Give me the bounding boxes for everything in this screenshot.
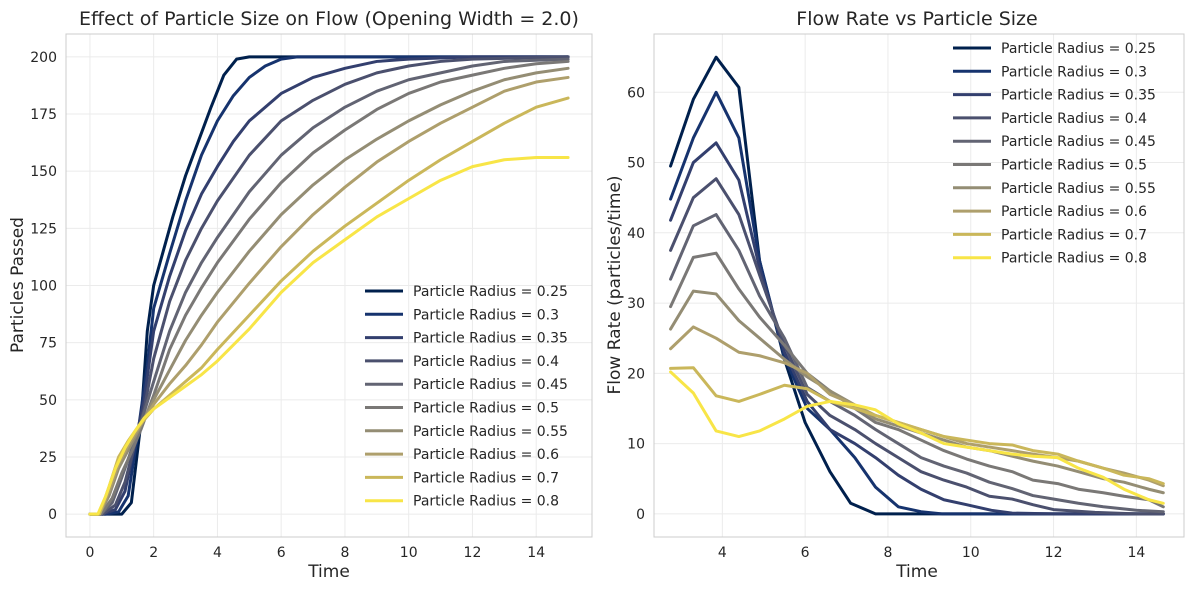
legend-label: Particle Radius = 0.7 — [413, 470, 559, 486]
series-line — [88, 66, 570, 516]
legend-label: Particle Radius = 0.25 — [1001, 41, 1156, 57]
y-tick-label: 50 — [627, 156, 645, 172]
x-tick-label: 2 — [149, 545, 158, 561]
series-line — [669, 366, 1165, 486]
series-line — [669, 177, 1165, 516]
x-axis-label: Time — [307, 562, 350, 582]
legend-label: Particle Radius = 0.5 — [413, 401, 559, 417]
y-tick-label: 10 — [627, 437, 645, 453]
legend-label: Particle Radius = 0.8 — [413, 494, 559, 510]
plot-frame — [653, 33, 1185, 538]
series-line — [669, 141, 1165, 516]
y-tick-label: 200 — [30, 50, 57, 66]
series-line — [88, 155, 570, 516]
y-tick-label: 25 — [39, 450, 57, 466]
series-line — [669, 251, 1165, 509]
y-tick-label: 20 — [627, 366, 645, 382]
y-axis-label: Flow Rate (particles/time) — [605, 176, 625, 395]
series-line — [88, 55, 570, 516]
y-tick-label: 100 — [30, 279, 57, 295]
chart-title: Flow Rate vs Particle Size — [796, 8, 1037, 30]
series-line — [669, 213, 1165, 514]
x-tick-label: 4 — [718, 545, 727, 561]
legend: Particle Radius = 0.25 Particle Radius = … — [953, 41, 1156, 267]
legend-label: Particle Radius = 0.35 — [1001, 88, 1156, 104]
chart-flow-rate: Flow Rate vs Particle Size 4 6 8 10 12 14 0 10 2… — [605, 8, 1185, 582]
legend-label: Particle Radius = 0.6 — [1001, 204, 1147, 220]
series-line — [669, 289, 1165, 495]
x-tick-label: 14 — [1127, 545, 1145, 561]
x-tick-label: 6 — [277, 545, 286, 561]
x-tick-label: 10 — [962, 545, 980, 561]
legend-label: Particle Radius = 0.8 — [1001, 251, 1147, 267]
series-line — [88, 55, 570, 516]
y-tick-label: 0 — [48, 507, 57, 523]
y-tick-label: 60 — [627, 85, 645, 101]
plot-frame — [65, 33, 593, 538]
legend-label: Particle Radius = 0.55 — [1001, 181, 1156, 197]
series-line — [88, 59, 570, 516]
legend: Particle Radius = 0.25 Particle Radius = … — [365, 284, 568, 510]
y-tick-label: 125 — [30, 221, 57, 237]
legend-label: Particle Radius = 0.55 — [413, 424, 568, 440]
y-axis-label: Particles Passed — [8, 217, 28, 353]
y-tick-label: 50 — [39, 393, 57, 409]
legend-label: Particle Radius = 0.25 — [413, 284, 568, 300]
chart-title: Effect of Particle Size on Flow (Opening… — [79, 8, 579, 30]
y-tick-label: 175 — [30, 107, 57, 123]
x-tick-label: 10 — [400, 545, 418, 561]
legend-label: Particle Radius = 0.4 — [413, 354, 559, 370]
x-tick-label: 12 — [1045, 545, 1063, 561]
chart-particles-passed: Effect of Particle Size on Flow (Opening… — [8, 8, 593, 582]
x-axis-label: Time — [895, 562, 938, 582]
x-tick-label: 12 — [464, 545, 482, 561]
legend-label: Particle Radius = 0.3 — [413, 307, 559, 323]
series-line — [669, 370, 1165, 505]
y-tick-label: 0 — [636, 507, 645, 523]
y-tick-label: 75 — [39, 336, 57, 352]
x-tick-label: 14 — [527, 545, 545, 561]
x-tick-label: 4 — [213, 545, 222, 561]
legend-label: Particle Radius = 0.3 — [1001, 64, 1147, 80]
legend-label: Particle Radius = 0.5 — [1001, 158, 1147, 174]
x-tick-label: 6 — [801, 545, 810, 561]
x-tick-label: 0 — [85, 545, 94, 561]
legend-label: Particle Radius = 0.6 — [413, 447, 559, 463]
legend-label: Particle Radius = 0.45 — [413, 377, 568, 393]
legend-label: Particle Radius = 0.7 — [1001, 227, 1147, 243]
x-tick-label: 8 — [340, 545, 349, 561]
legend-label: Particle Radius = 0.35 — [413, 331, 568, 347]
y-tick-label: 150 — [30, 164, 57, 180]
x-tick-label: 8 — [883, 545, 892, 561]
legend-label: Particle Radius = 0.4 — [1001, 111, 1147, 127]
y-tick-label: 30 — [627, 296, 645, 312]
y-tick-label: 40 — [627, 226, 645, 242]
series-line — [669, 325, 1165, 488]
legend-label: Particle Radius = 0.45 — [1001, 134, 1156, 150]
series-line — [88, 55, 570, 516]
